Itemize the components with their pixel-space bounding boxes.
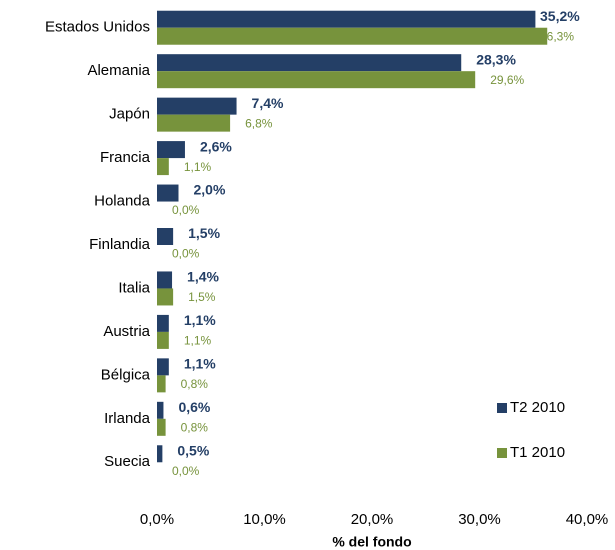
category-label: Bélgica (101, 366, 151, 383)
bar (157, 54, 462, 72)
bar (157, 97, 237, 115)
value-label: 1,4% (187, 269, 219, 285)
x-tick-label: 0,0% (140, 511, 174, 528)
value-label: 0,0% (172, 464, 200, 478)
x-tick-label: 30,0% (458, 511, 501, 528)
bar (157, 288, 174, 306)
bar (157, 331, 169, 349)
x-tick-label: 20,0% (351, 511, 394, 528)
value-label: 0,8% (181, 377, 209, 391)
category-label: Francia (100, 149, 151, 166)
value-label: 29,6% (490, 73, 524, 87)
bar (157, 228, 174, 245)
legend-swatch (497, 403, 507, 413)
bar (157, 314, 169, 332)
value-label: 1,1% (184, 160, 212, 174)
bar (157, 71, 476, 89)
value-label: 36,3% (540, 29, 574, 43)
bar (157, 358, 169, 376)
category-label: Alemania (87, 62, 150, 79)
value-label: 1,5% (188, 290, 216, 304)
value-label: 7,4% (252, 95, 284, 111)
bar (157, 27, 548, 45)
bar (157, 401, 164, 419)
value-label: 35,2% (540, 8, 580, 24)
category-label: Finlandia (89, 236, 151, 253)
value-label: 2,0% (194, 182, 226, 198)
value-label: 1,5% (188, 225, 220, 241)
value-label: 1,1% (184, 312, 216, 328)
category-label: Japón (109, 106, 150, 123)
category-label: Austria (103, 323, 150, 340)
value-label: 0,8% (181, 420, 209, 434)
category-label: Suecia (104, 453, 151, 470)
category-label: Italia (118, 279, 150, 296)
category-label: Irlanda (104, 410, 151, 427)
value-label: 28,3% (476, 51, 516, 67)
bar (157, 445, 163, 463)
value-label: 0,6% (178, 399, 210, 415)
value-label: 0,5% (177, 442, 209, 458)
value-label: 1,1% (184, 334, 212, 348)
x-tick-label: 40,0% (566, 511, 609, 528)
legend-swatch (497, 448, 507, 458)
bar (157, 10, 536, 28)
bar (157, 271, 173, 289)
bar (157, 184, 179, 202)
bar (157, 141, 185, 159)
value-label: 2,6% (200, 138, 232, 154)
category-label: Holanda (94, 193, 151, 210)
legend-label: T2 2010 (510, 399, 565, 416)
bar (157, 418, 166, 436)
value-label: 0,0% (172, 247, 200, 261)
x-tick-label: 10,0% (243, 511, 286, 528)
legend-label: T1 2010 (510, 444, 565, 461)
value-label: 0,0% (172, 203, 200, 217)
bar (157, 375, 166, 393)
category-label: Estados Unidos (45, 19, 150, 36)
bar (157, 114, 231, 132)
x-axis-title: % del fondo (332, 534, 411, 550)
bar (157, 158, 169, 176)
value-label: 6,8% (245, 116, 273, 130)
value-label: 1,1% (184, 356, 216, 372)
